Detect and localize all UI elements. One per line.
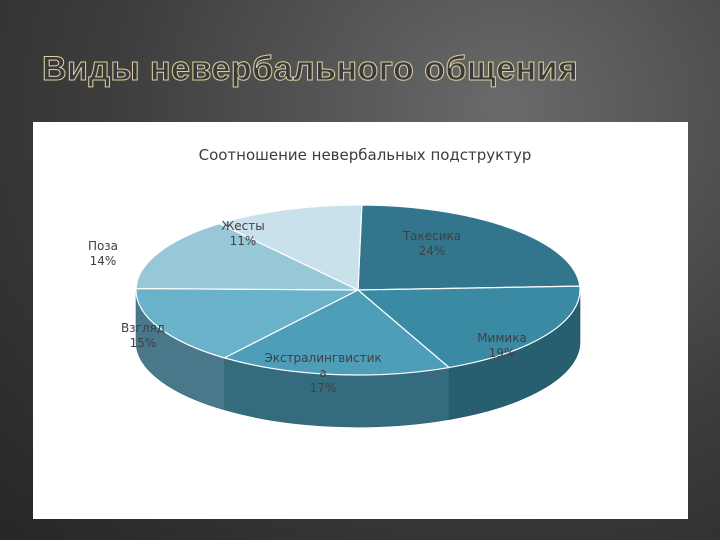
label-vzglyad-line: 15%: [130, 336, 157, 350]
slice-zhesty: [217, 204, 363, 291]
label-poza-line: 14%: [90, 254, 117, 268]
label-zhesty-line: Жесты: [221, 219, 264, 233]
pie-slices: [135, 204, 581, 376]
label-mimika-line: Мимика: [477, 331, 527, 345]
label-ekstralingvistika-line: 17%: [310, 381, 337, 395]
label-ekstralingvistika-line: а: [319, 366, 326, 380]
label-zhesty: Жесты 11%: [221, 219, 264, 248]
label-vzglyad-line: Взгляд: [121, 321, 165, 335]
label-ekstralingvistika-line: Экстралингвистик: [264, 351, 381, 365]
slice-mimika: [356, 285, 581, 369]
slice-vzglyad: [135, 287, 359, 359]
pie-chart: Соотношение невербальных подструктур Так…: [88, 146, 581, 428]
label-vzglyad: Взгляд 15%: [121, 321, 165, 350]
slide-title: Виды невербального общения: [41, 50, 579, 89]
label-ekstralingvistika: Экстралингвистик а 17%: [264, 351, 381, 395]
label-takesika-line: Такесика: [402, 229, 461, 243]
pie-labels: Такесика 24% Мимика 19% Экстралингвистик а 17%…: [88, 219, 527, 395]
label-poza-line: Поза: [88, 239, 118, 253]
label-takesika: Такесика 24%: [402, 229, 461, 258]
label-poza: Поза 14%: [88, 239, 118, 268]
label-zhesty-line: 11%: [230, 234, 257, 248]
label-mimika-line: 19%: [489, 346, 516, 360]
slice-takesika: [357, 204, 581, 291]
label-mimika: Мимика 19%: [477, 331, 527, 360]
chart-area: Соотношение невербальных подструктур Так…: [33, 122, 688, 519]
slice-poza: [135, 222, 359, 291]
chart-title: Соотношение невербальных подструктур: [199, 146, 532, 164]
slice-ekstralingvistika: [222, 289, 451, 376]
label-takesika-line: 24%: [419, 244, 446, 258]
